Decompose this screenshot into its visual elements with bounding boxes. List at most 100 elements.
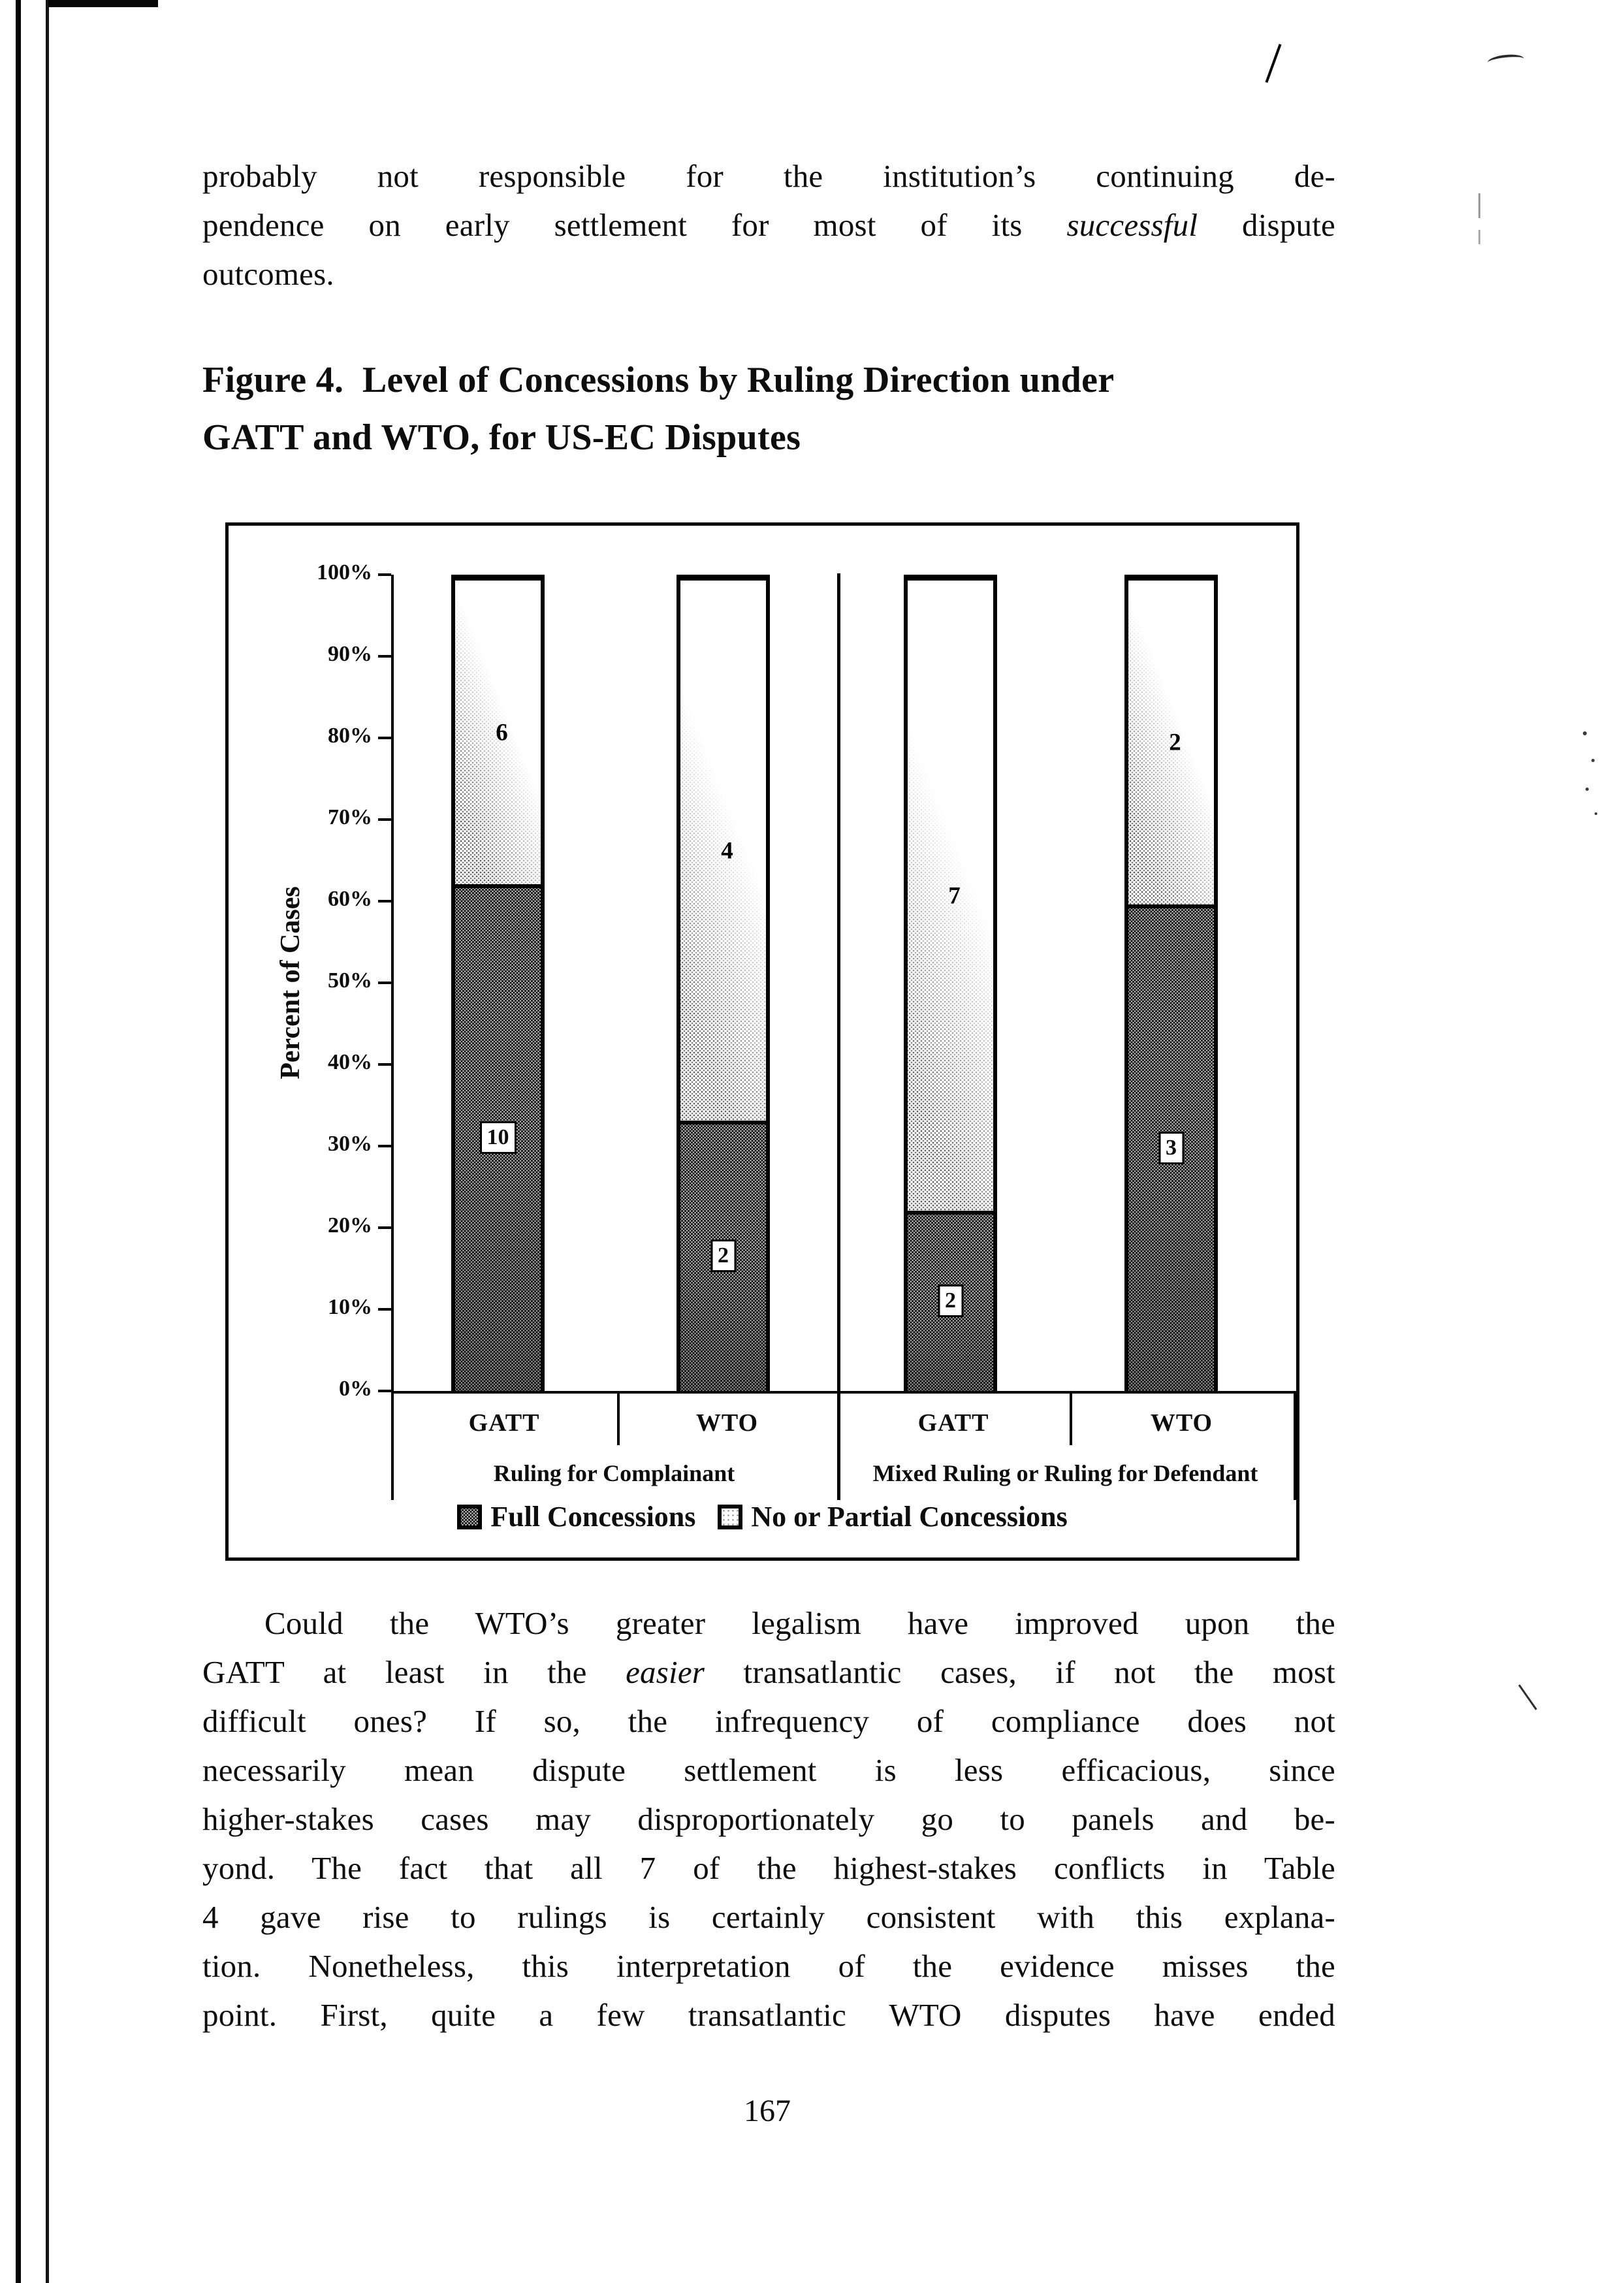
legend-swatch-full-concessions-icon (457, 1504, 483, 1529)
text-run: probably not responsible for the institu… (202, 158, 1335, 194)
italic-text: successful (1066, 207, 1198, 243)
x-category-label-wto: WTO (1150, 1409, 1213, 1437)
y-tick-mark (378, 1390, 391, 1392)
segment-no-or-partial-concessions (680, 581, 766, 1121)
body-line: necessarily mean dispute settlement is l… (202, 1746, 1335, 1795)
y-tick-mark (378, 1145, 391, 1147)
figure-title: Figure 4. Level of Concessions by Ruling… (202, 351, 1352, 466)
y-tick-mark (378, 573, 391, 576)
text-run: outcomes. (202, 256, 334, 292)
scan-artifact (1591, 759, 1595, 762)
stacked-bar-wto-3 (1124, 575, 1218, 1391)
y-tick-label: 70% (328, 805, 372, 829)
x-category-label-gatt: GATT (917, 1409, 989, 1437)
body-line: pendence on early settlement for most of… (202, 200, 1335, 249)
page-number: 167 (744, 2094, 791, 2128)
data-label-full-concessions: 2 (938, 1285, 963, 1318)
book-spine-line (16, 0, 21, 2283)
data-label-full-concessions: 3 (1158, 1131, 1184, 1164)
text-run: dispute (1198, 207, 1335, 243)
data-label-full-concessions: 10 (479, 1121, 517, 1155)
body-line: difficult ones? If so, the infrequency o… (202, 1697, 1335, 1746)
scan-artifact (1518, 1684, 1537, 1710)
body-line: Could the WTO’s greater legalism have im… (202, 1599, 1335, 1648)
y-tick-label: 50% (328, 968, 372, 993)
scan-artifact (1478, 230, 1480, 244)
data-label-no-or-partial: 4 (721, 837, 733, 865)
legend-label: No or Partial Concessions (751, 1501, 1068, 1533)
figure-title-line-2: GATT and WTO, for US-EC Disputes (202, 417, 801, 458)
paragraph-bottom: Could the WTO’s greater legalism have im… (202, 1599, 1335, 2039)
text-run: difficult ones? If so, the infrequency o… (202, 1703, 1335, 1739)
text-run: point. First, quite a few transatlantic … (202, 1997, 1335, 2033)
scan-artifact (1265, 44, 1282, 83)
text-run: yond. The fact that all 7 of the highest… (202, 1850, 1335, 1886)
y-tick-label: 40% (328, 1050, 372, 1074)
y-tick-label: 20% (328, 1213, 372, 1237)
text-run: GATT at least in the (202, 1654, 626, 1690)
y-tick-label: 80% (328, 724, 372, 748)
y-tick-label: 90% (328, 642, 372, 666)
scan-artifact (1585, 788, 1589, 791)
y-tick-label: 100% (317, 560, 372, 584)
data-label-no-or-partial: 7 (948, 882, 961, 910)
body-line: 4 gave rise to rulings is certainly cons… (202, 1892, 1335, 1941)
segment-full-concessions (1128, 904, 1214, 1391)
category-separator-tick (617, 1391, 620, 1445)
y-tick-mark (378, 982, 391, 984)
text-run: 4 gave rise to rulings is certainly cons… (202, 1899, 1335, 1935)
y-tick-label: 60% (328, 887, 372, 911)
legend-swatch-no-or-partial-icon (718, 1504, 743, 1529)
segment-no-or-partial-concessions (1128, 581, 1214, 905)
body-line: yond. The fact that all 7 of the highest… (202, 1844, 1335, 1892)
book-spine-line (46, 0, 49, 2283)
y-tick-mark (378, 818, 391, 821)
italic-text: easier (626, 1654, 705, 1690)
legend-item: Full Concessions (457, 1500, 695, 1533)
y-tick-mark (378, 900, 391, 902)
scan-artifact (1487, 53, 1525, 69)
body-line: point. First, quite a few transatlantic … (202, 1990, 1335, 2039)
y-tick-mark (378, 737, 391, 739)
body-line: probably not responsible for the institu… (202, 152, 1335, 200)
segment-full-concessions (455, 884, 541, 1391)
text-run: higher-stakes cases may disproportionate… (202, 1801, 1335, 1837)
legend-item: No or Partial Concessions (718, 1500, 1068, 1533)
text-run: pendence on early settlement for most of… (202, 207, 1067, 243)
body-line: outcomes. (202, 249, 1335, 298)
group-divider-line (837, 573, 840, 1500)
scan-artifact (1478, 193, 1480, 218)
text-run: tion. Nonetheless, this interpretation o… (202, 1948, 1335, 1984)
x-category-label-gatt: GATT (468, 1409, 540, 1437)
segment-no-or-partial-concessions (908, 581, 993, 1211)
scan-artifact (48, 0, 158, 7)
text-run: Could the WTO’s greater legalism have im… (264, 1605, 1335, 1641)
data-label-no-or-partial: 6 (496, 719, 508, 746)
y-tick-mark (378, 655, 391, 658)
x-group-label: Mixed Ruling or Ruling for Defendant (872, 1460, 1258, 1486)
body-line: tion. Nonetheless, this interpretation o… (202, 1941, 1335, 1990)
chart-legend: Full Concessions No or Partial Concession… (229, 1500, 1296, 1533)
figure-title-line-1: Figure 4. Level of Concessions by Ruling… (202, 360, 1115, 400)
y-tick-mark (378, 1063, 391, 1066)
category-separator-tick (1070, 1391, 1072, 1445)
y-tick-mark (378, 1226, 391, 1229)
body-line: higher-stakes cases may disproportionate… (202, 1795, 1335, 1844)
stacked-bar-gatt-0 (451, 575, 545, 1391)
y-axis-line (391, 575, 394, 1500)
y-tick-label: 10% (328, 1295, 372, 1319)
x-group-label: Ruling for Complainant (493, 1460, 735, 1486)
data-label-no-or-partial: 2 (1169, 729, 1181, 756)
x-category-label-wto: WTO (695, 1409, 759, 1437)
axis-end-tick (1294, 1391, 1296, 1500)
segment-no-or-partial-concessions (455, 581, 541, 885)
data-label-full-concessions: 2 (710, 1239, 736, 1273)
stacked-bar-wto-1 (677, 575, 770, 1391)
y-tick-label: 30% (328, 1132, 372, 1156)
legend-label: Full Concessions (490, 1501, 696, 1533)
scan-artifact (1583, 731, 1587, 735)
scan-artifact (1595, 812, 1597, 815)
text-run: transatlantic cases, if not the most (705, 1654, 1335, 1690)
y-tick-mark (378, 1308, 391, 1311)
